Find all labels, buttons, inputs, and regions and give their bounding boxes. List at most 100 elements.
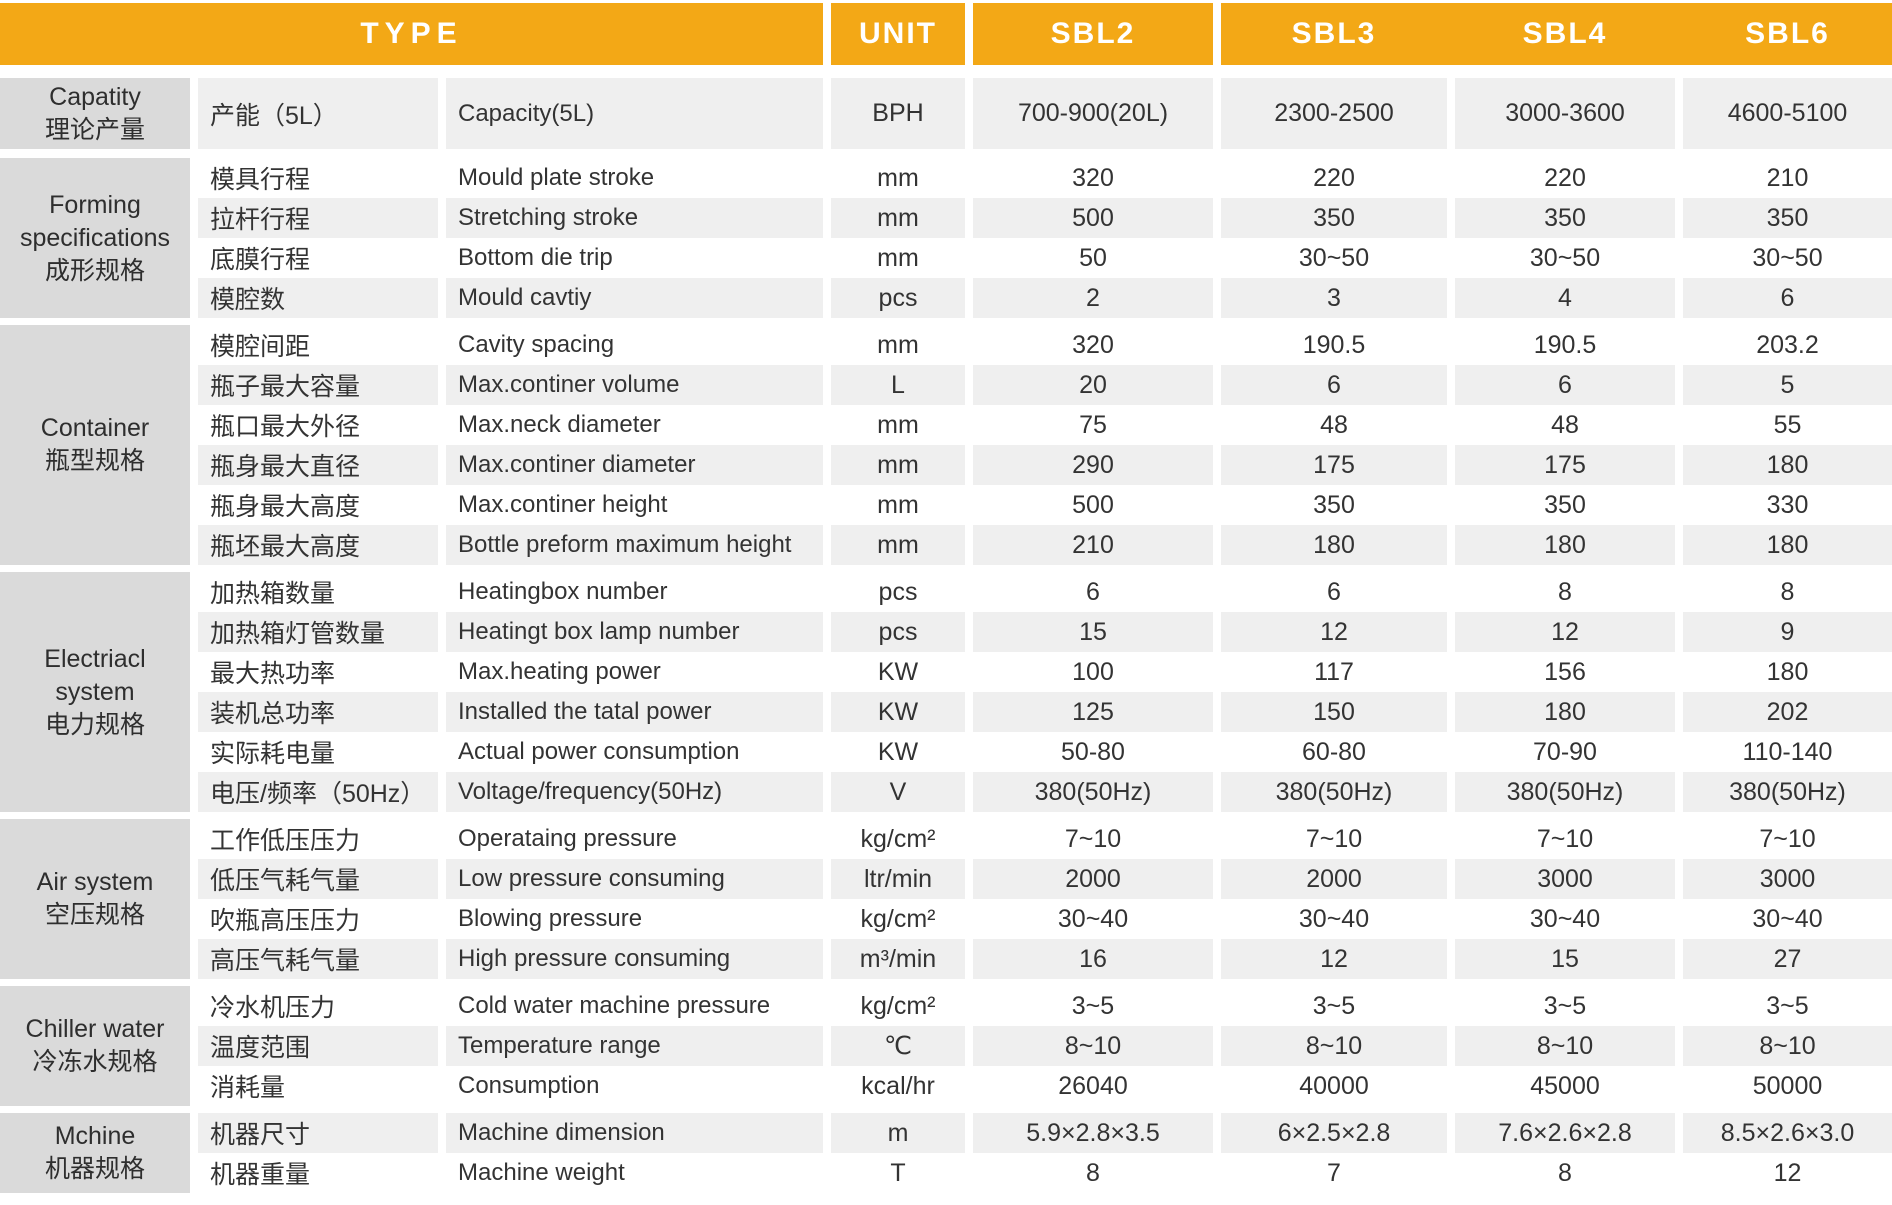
- spec-value-sbl2: 8: [973, 1153, 1213, 1193]
- row-group-label: Air system 空压规格: [0, 819, 190, 979]
- spec-value-sbl6: 350: [1683, 198, 1892, 238]
- spec-unit: ℃: [831, 1026, 965, 1066]
- group-block: Electriacl system 电力规格 加热箱数量 Heatingbox numb…: [0, 572, 1892, 812]
- spec-value-sbl6: 50000: [1683, 1066, 1892, 1106]
- spec-value-sbl4: 180: [1455, 692, 1675, 732]
- spec-value-sbl4: 12: [1455, 612, 1675, 652]
- row-group-label: Chiller water 冷冻水规格: [0, 986, 190, 1106]
- spec-label-en: Max.heating power: [446, 652, 823, 692]
- spec-value-sbl6: 7~10: [1683, 819, 1892, 859]
- spec-value-sbl6: 6: [1683, 278, 1892, 318]
- spec-value-sbl3: 12: [1221, 939, 1447, 979]
- spec-label-cn: 拉杆行程: [198, 198, 438, 238]
- spec-value-sbl6: 55: [1683, 405, 1892, 445]
- spec-unit: kcal/hr: [831, 1066, 965, 1106]
- header-model-sbl2: SBL2: [973, 3, 1213, 65]
- header-type-cell: TYPE: [0, 3, 823, 65]
- spec-value-sbl6: 3~5: [1683, 986, 1892, 1026]
- spec-unit: pcs: [831, 612, 965, 652]
- spec-unit: mm: [831, 325, 965, 365]
- spec-value-sbl3: 7~10: [1221, 819, 1447, 859]
- spec-label-cn: 产能（5L）: [198, 78, 438, 149]
- row-group-label-line: 冷冻水规格: [32, 1048, 158, 1076]
- row-group-label-line: 理论产量: [44, 115, 145, 144]
- spec-value-sbl6: 180: [1683, 652, 1892, 692]
- row-group-label: Forming specifications 成形规格: [0, 158, 190, 318]
- spec-value-sbl2: 125: [973, 692, 1213, 732]
- spec-unit: pcs: [831, 572, 965, 612]
- spec-label-en: Installed the tatal power: [446, 692, 823, 732]
- spec-value-sbl6: 110-140: [1683, 732, 1892, 772]
- row-group-label-line: Forming: [49, 190, 141, 219]
- spec-value-sbl6: 30~40: [1683, 899, 1892, 939]
- spec-label-en: Cavity spacing: [446, 325, 823, 365]
- spec-value-sbl4: 15: [1455, 939, 1675, 979]
- row-group-label-line: Chiller water: [25, 1015, 165, 1043]
- header-model-sbl3: SBL3: [1291, 17, 1377, 50]
- spec-unit: mm: [831, 158, 965, 198]
- spec-label-en: Capacity(5L): [446, 78, 823, 149]
- spec-value-sbl2: 20: [973, 365, 1213, 405]
- spec-label-en: Consumption: [446, 1066, 823, 1106]
- spec-value-sbl3: 220: [1221, 158, 1447, 198]
- spec-value-sbl2: 320: [973, 158, 1213, 198]
- spec-value-sbl2: 16: [973, 939, 1213, 979]
- spec-unit: KW: [831, 692, 965, 732]
- spec-unit: mm: [831, 445, 965, 485]
- spec-label-en: Bottle preform maximum height: [446, 525, 823, 565]
- table-header: TYPE UNIT SBL2 SBL3 SBL4 SBL6: [0, 3, 1892, 65]
- spec-unit: kg/cm²: [831, 819, 965, 859]
- spec-value-sbl6: 27: [1683, 939, 1892, 979]
- spec-value-sbl3: 60-80: [1221, 732, 1447, 772]
- row-group-label: Electriacl system 电力规格: [0, 572, 190, 812]
- spec-value-sbl3: 190.5: [1221, 325, 1447, 365]
- spec-label-en: Heatingt box lamp number: [446, 612, 823, 652]
- spec-value-sbl3: 350: [1221, 485, 1447, 525]
- spec-value-sbl4: 30~50: [1455, 238, 1675, 278]
- spec-label-en: Machine dimension: [446, 1113, 823, 1153]
- spec-value-sbl6: 9: [1683, 612, 1892, 652]
- header-unit-cell: UNIT: [831, 3, 965, 65]
- spec-value-sbl2: 8~10: [973, 1026, 1213, 1066]
- spec-label-cn: 消耗量: [198, 1066, 438, 1106]
- spec-value-sbl6: 380(50Hz): [1683, 772, 1892, 812]
- spec-unit: V: [831, 772, 965, 812]
- spec-value-sbl2: 15: [973, 612, 1213, 652]
- spec-value-sbl6: 202: [1683, 692, 1892, 732]
- group-block: Container 瓶型规格 模腔间距 Cavity spacing mm 320 190.…: [0, 325, 1892, 565]
- spec-unit: pcs: [831, 278, 965, 318]
- spec-unit: m³/min: [831, 939, 965, 979]
- spec-label-cn: 瓶口最大外径: [198, 405, 438, 445]
- spec-value-sbl6: 5: [1683, 365, 1892, 405]
- spec-label-en: Mould cavtiy: [446, 278, 823, 318]
- spec-unit: KW: [831, 652, 965, 692]
- spec-value-sbl6: 330: [1683, 485, 1892, 525]
- row-group-label-line: 瓶型规格: [44, 447, 145, 475]
- spec-label-cn: 冷水机压力: [198, 986, 438, 1026]
- spec-value-sbl3: 2000: [1221, 859, 1447, 899]
- spec-label-en: Heatingbox number: [446, 572, 823, 612]
- spec-unit: KW: [831, 732, 965, 772]
- spec-value-sbl3: 180: [1221, 525, 1447, 565]
- spec-value-sbl2: 500: [973, 485, 1213, 525]
- spec-label-cn: 温度范围: [198, 1026, 438, 1066]
- spec-label-en: Blowing pressure: [446, 899, 823, 939]
- row-group-label-line: 电力规格: [44, 710, 145, 739]
- spec-value-sbl6: 8.5×2.6×3.0: [1683, 1113, 1892, 1153]
- spec-label-en: Bottom die trip: [446, 238, 823, 278]
- header-model-group: SBL3 SBL4 SBL6: [1221, 3, 1892, 65]
- spec-label-en: Mould plate stroke: [446, 158, 823, 198]
- spec-value-sbl6: 203.2: [1683, 325, 1892, 365]
- row-group-label-line: specifications: [19, 223, 171, 252]
- spec-label-cn: 瓶子最大容量: [198, 365, 438, 405]
- spec-value-sbl4: 6: [1455, 365, 1675, 405]
- spec-label-cn: 瓶坯最大高度: [198, 525, 438, 565]
- spec-unit: mm: [831, 405, 965, 445]
- spec-value-sbl4: 350: [1455, 198, 1675, 238]
- spec-value-sbl2: 3~5: [973, 986, 1213, 1026]
- row-group-label: Container 瓶型规格: [0, 325, 190, 565]
- spec-value-sbl2: 2000: [973, 859, 1213, 899]
- spec-value-sbl6: 180: [1683, 445, 1892, 485]
- spec-value-sbl2: 320: [973, 325, 1213, 365]
- spec-label-en: Stretching stroke: [446, 198, 823, 238]
